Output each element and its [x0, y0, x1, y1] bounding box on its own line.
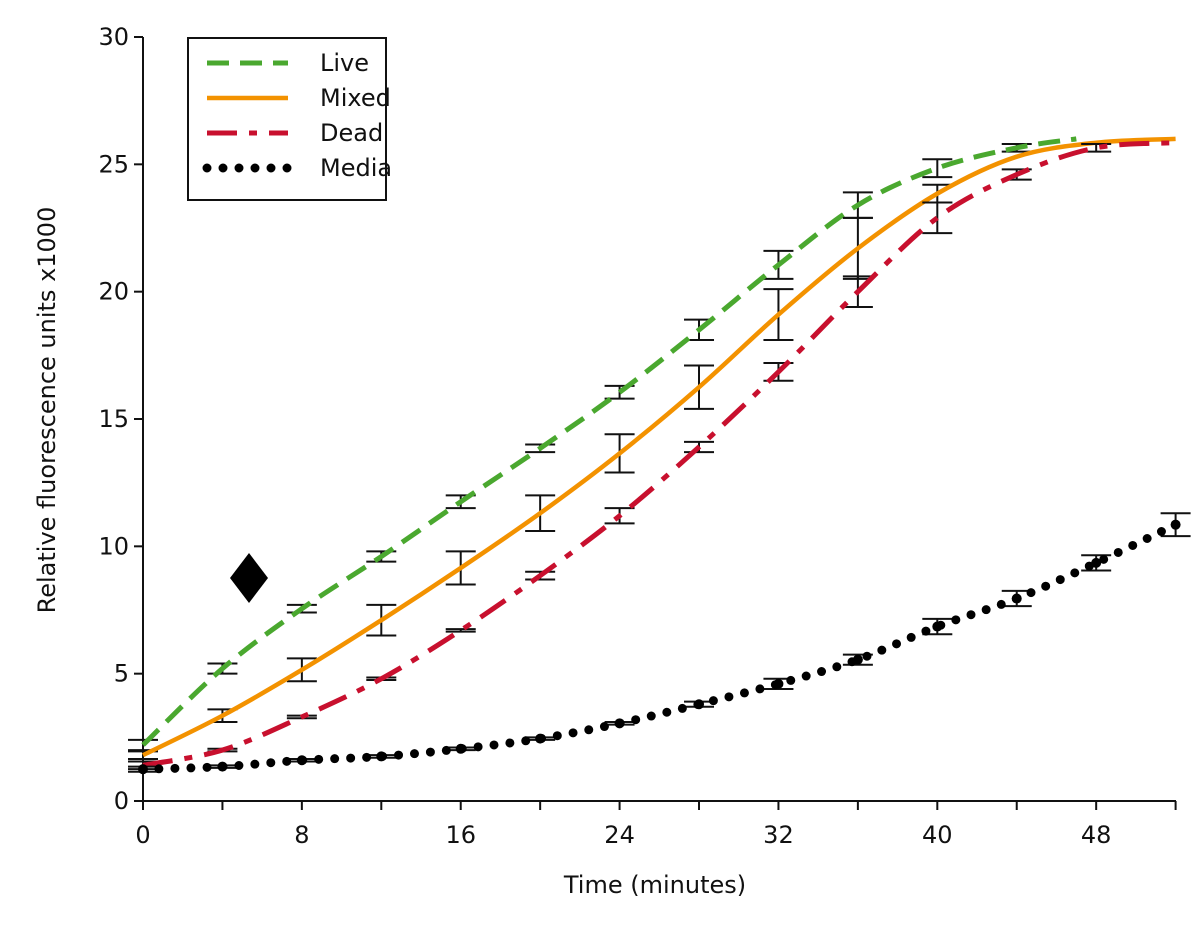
diamond-marker	[230, 553, 268, 603]
y-tick-label: 10	[98, 532, 129, 560]
legend-label: Media	[320, 154, 392, 182]
y-tick-label: 5	[114, 660, 129, 688]
y-axis-title: Relative fluorescence units x1000	[33, 207, 61, 614]
x-tick-label: 48	[1081, 821, 1112, 849]
x-tick-label: 24	[604, 821, 635, 849]
x-axis-title: Time (minutes)	[563, 871, 746, 899]
point	[614, 718, 625, 729]
y-tick-label: 15	[98, 405, 129, 433]
point	[138, 764, 148, 775]
x-tick-label: 40	[922, 821, 953, 849]
y-tick-label: 25	[98, 150, 129, 178]
point	[694, 699, 705, 710]
point	[1011, 593, 1022, 604]
point	[932, 621, 943, 632]
series-line	[138, 520, 1181, 774]
x-tick-label: 8	[294, 821, 309, 849]
point	[455, 743, 466, 754]
point	[773, 678, 784, 689]
point	[535, 733, 546, 744]
legend-label: Mixed	[320, 84, 391, 112]
y-tick-label: 20	[98, 278, 129, 306]
point	[376, 751, 387, 762]
legend-label: Dead	[320, 119, 383, 147]
x-tick-label: 16	[445, 821, 476, 849]
series-line	[142, 140, 1176, 768]
point	[217, 761, 228, 772]
point	[852, 654, 863, 665]
y-tick-label: 0	[114, 787, 129, 815]
point	[296, 755, 307, 766]
series-line	[141, 136, 1077, 747]
x-tick-label: 0	[135, 821, 150, 849]
point	[1170, 519, 1181, 530]
legend-label: Live	[320, 49, 369, 77]
x-tick-label: 32	[763, 821, 794, 849]
point	[1091, 557, 1102, 568]
y-tick-label: 30	[98, 23, 129, 51]
series-line	[141, 136, 1176, 758]
